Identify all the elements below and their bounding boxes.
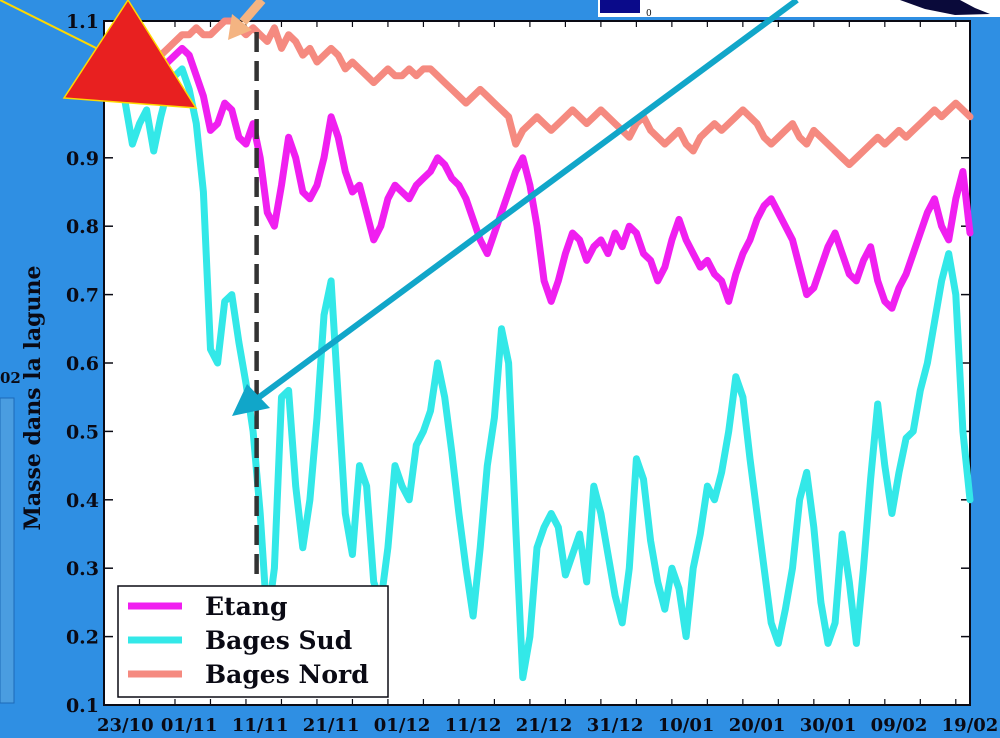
y-tick-label: 0.5	[66, 421, 99, 443]
legend-entry-label: Etang	[205, 592, 287, 621]
x-tick-label: 31/12	[587, 715, 644, 736]
inset-tick-label: 0	[646, 9, 652, 19]
x-tick-label: 10/01	[658, 715, 715, 736]
y-axis-label: Masse dans la lagune	[20, 266, 46, 531]
x-tick-label: 11/11	[232, 715, 289, 736]
x-tick-label: 09/02	[871, 715, 928, 736]
x-tick-label: 19/02	[942, 715, 999, 736]
annotations	[0, 0, 799, 416]
legend-entry-label: Bages Sud	[205, 626, 352, 655]
x-tick-label: 11/12	[445, 715, 502, 736]
y-tick-labels: 0.1 0.2 0.3 0.4 0.5 0.6 0.7 0.8 0.9 1.1	[66, 11, 99, 717]
x-tick-label: 21/11	[303, 715, 360, 736]
blue-arrow-shaft	[256, 0, 799, 401]
x-tick-label: 23/10	[97, 715, 154, 736]
left-edge-label: 02	[0, 369, 21, 387]
y-tick-label: 0.6	[66, 353, 99, 375]
inset-map-fragment: 0	[598, 0, 1000, 19]
y-tick-label: 0.9	[66, 148, 99, 170]
y-tick-label: 0.4	[66, 490, 99, 512]
left-edge-strip	[0, 397, 15, 704]
y-tick-label: 0.3	[66, 558, 99, 580]
red-triangle-marker	[62, 0, 198, 109]
y-tick-label: 1.1	[66, 11, 99, 33]
series-line-etang	[121, 44, 974, 312]
x-tick-label: 21/12	[516, 715, 573, 736]
x-tick-label: 01/11	[161, 715, 218, 736]
series-line-bages-nord	[121, 17, 974, 169]
y-tick-label: 0.7	[66, 285, 99, 307]
x-tick-label: 20/01	[729, 715, 786, 736]
orange-arrow-head	[228, 14, 252, 40]
blue-arrow-head	[232, 384, 270, 416]
y-tick-label: 0.1	[66, 695, 99, 717]
x-tick-label: 30/01	[800, 715, 857, 736]
x-tick-label: 01/12	[374, 715, 431, 736]
x-tick-labels: 23/10 01/11 11/11 21/11 01/12 11/12 21/12 31/12…	[97, 715, 998, 736]
legend: Etang Bages Sud Bages Nord	[117, 585, 389, 698]
orange-arrow-shaft	[239, 0, 266, 25]
legend-entry-label: Bages Nord	[205, 660, 369, 689]
y-tick-label: 0.2	[66, 627, 99, 649]
y-tick-label: 0.8	[66, 216, 99, 238]
